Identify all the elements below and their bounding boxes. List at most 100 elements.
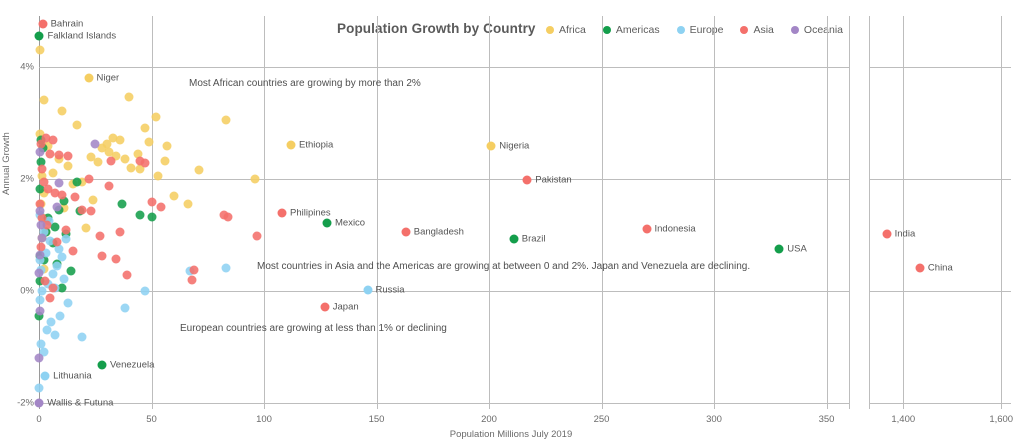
data-point[interactable] (122, 270, 132, 280)
data-point-venezuela[interactable] (97, 360, 107, 370)
data-point[interactable] (86, 206, 96, 216)
data-point[interactable] (35, 147, 45, 157)
data-point[interactable] (120, 154, 129, 164)
data-point[interactable] (35, 255, 45, 265)
data-point[interactable] (72, 120, 82, 130)
data-point[interactable] (35, 276, 45, 286)
data-point[interactable] (81, 223, 91, 233)
data-point[interactable] (42, 325, 52, 335)
data-point-bangladesh[interactable] (401, 227, 411, 237)
data-point[interactable] (111, 254, 120, 264)
data-point-lithuania[interactable] (40, 371, 50, 381)
data-point[interactable] (59, 274, 69, 284)
data-point[interactable] (120, 303, 129, 313)
data-point[interactable] (48, 269, 57, 279)
data-point[interactable] (108, 133, 118, 143)
data-point[interactable] (54, 244, 64, 254)
data-point[interactable] (41, 133, 51, 143)
data-point[interactable] (39, 347, 49, 357)
data-point[interactable] (37, 164, 47, 174)
legend-item-oceania[interactable]: Oceania (790, 24, 843, 36)
data-point[interactable] (93, 157, 102, 167)
data-point[interactable] (50, 188, 60, 198)
data-point-india[interactable] (882, 229, 892, 239)
data-point[interactable] (183, 199, 192, 209)
data-point[interactable] (95, 231, 105, 241)
data-point[interactable] (48, 283, 57, 293)
data-point[interactable] (77, 332, 87, 342)
legend-item-asia[interactable]: Asia (740, 24, 774, 36)
data-point[interactable] (147, 197, 156, 207)
data-point[interactable] (37, 233, 47, 243)
data-point[interactable] (117, 199, 127, 209)
data-point[interactable] (63, 161, 73, 171)
data-point[interactable] (36, 220, 46, 230)
data-point[interactable] (35, 199, 45, 209)
data-point[interactable] (39, 188, 49, 198)
data-point[interactable] (61, 234, 71, 244)
data-point[interactable] (35, 184, 45, 194)
data-point[interactable] (50, 222, 60, 232)
data-point-indonesia[interactable] (642, 224, 651, 234)
data-point[interactable] (36, 242, 46, 252)
data-point[interactable] (34, 383, 44, 393)
data-point[interactable] (140, 158, 150, 168)
data-point[interactable] (187, 275, 197, 285)
data-point[interactable] (48, 168, 57, 178)
data-point[interactable] (111, 151, 120, 161)
legend-item-europe[interactable]: Europe (676, 24, 723, 36)
data-point[interactable] (124, 92, 134, 102)
data-point[interactable] (36, 139, 46, 149)
data-point[interactable] (106, 156, 116, 166)
data-point[interactable] (40, 276, 50, 286)
data-point-ethiopia[interactable] (286, 140, 296, 150)
data-point-philipines[interactable] (277, 208, 287, 217)
data-point[interactable] (54, 178, 64, 188)
data-point-brazil[interactable] (509, 234, 519, 244)
data-point[interactable] (43, 279, 53, 289)
data-point[interactable] (39, 95, 48, 105)
data-point[interactable] (48, 135, 57, 144)
data-point[interactable] (35, 250, 45, 260)
data-point-nigeria[interactable] (486, 141, 496, 151)
data-point[interactable] (55, 311, 65, 321)
data-point-pakistan[interactable] (522, 175, 532, 185)
data-point[interactable] (42, 220, 52, 230)
data-point[interactable] (135, 210, 145, 220)
legend-item-americas[interactable]: Americas (602, 24, 660, 36)
data-point[interactable] (221, 115, 231, 125)
data-point[interactable] (223, 212, 233, 222)
data-point[interactable] (135, 164, 145, 174)
data-point[interactable] (97, 251, 107, 261)
data-point[interactable] (34, 311, 44, 321)
data-point[interactable] (153, 171, 163, 181)
data-point[interactable] (35, 306, 45, 316)
data-point[interactable] (84, 174, 93, 184)
data-point[interactable] (57, 190, 66, 200)
data-point[interactable] (189, 265, 199, 275)
data-point[interactable] (45, 293, 55, 303)
data-point-china[interactable] (915, 263, 925, 273)
data-point[interactable] (68, 246, 78, 256)
data-point[interactable] (147, 212, 156, 222)
data-point[interactable] (37, 171, 47, 181)
data-point[interactable] (43, 141, 53, 151)
data-point[interactable] (77, 177, 87, 187)
data-point[interactable] (34, 353, 44, 363)
data-point[interactable] (140, 286, 150, 296)
data-point[interactable] (57, 283, 66, 293)
data-point-russia[interactable] (363, 285, 372, 295)
data-point[interactable] (70, 192, 80, 202)
data-point[interactable] (35, 206, 45, 216)
data-point[interactable] (252, 231, 262, 241)
data-point-bahrain[interactable] (38, 19, 48, 29)
data-point[interactable] (52, 261, 62, 271)
data-point-usa[interactable] (774, 244, 784, 254)
data-point[interactable] (37, 213, 47, 223)
data-point[interactable] (144, 137, 154, 147)
data-point[interactable] (35, 295, 45, 305)
data-point[interactable] (66, 266, 75, 276)
data-point[interactable] (250, 174, 260, 184)
data-point[interactable] (41, 248, 51, 258)
data-point[interactable] (46, 317, 56, 327)
